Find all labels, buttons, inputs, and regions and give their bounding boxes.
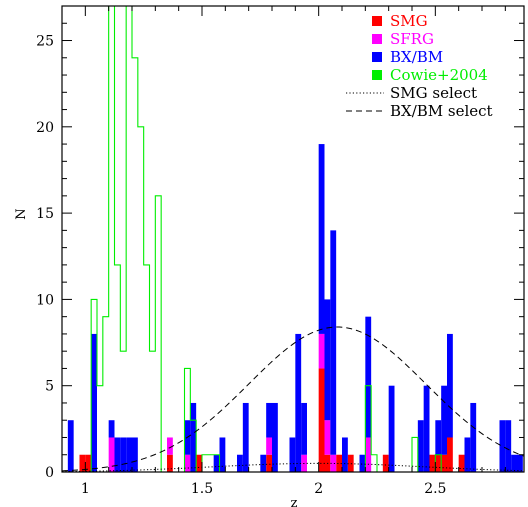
smg-select-curve <box>61 462 525 473</box>
bar-sfrg <box>108 437 115 472</box>
bar-bx-bm <box>417 420 424 472</box>
bar-sfrg <box>184 454 191 472</box>
bar-smg <box>85 454 92 472</box>
bar-bx-bm <box>295 333 302 472</box>
bar-bx-bm <box>423 385 430 472</box>
bar-bx-bm <box>511 454 517 472</box>
bar-bx-bm <box>190 402 197 472</box>
y-tick-label: 15 <box>36 206 54 222</box>
bar-bx-bm <box>464 437 471 472</box>
legend-label-bx-bm-select: BX/BM select <box>390 102 493 120</box>
bar-bx-bm <box>342 437 348 472</box>
y-tick-label: 20 <box>36 120 54 136</box>
bar-bx-bm <box>330 230 337 455</box>
bar-bx-bm <box>388 385 395 472</box>
bar-smg <box>167 454 173 472</box>
y-tick-label: 0 <box>45 465 54 481</box>
x-axis-title: z <box>291 496 298 507</box>
legend-label-bx-bm: BX/BM <box>390 48 443 66</box>
bar-smg <box>441 454 447 472</box>
bar-sfrg <box>365 437 372 472</box>
bar-bx-bm <box>213 454 220 472</box>
bar-bx-bm <box>470 402 477 472</box>
bar-smg <box>458 454 465 472</box>
plot-frame <box>61 5 525 473</box>
bar-bx-bm <box>505 420 512 472</box>
bar-bx-bm <box>126 437 132 472</box>
legend-swatch-smg <box>372 16 382 26</box>
axis-ticks <box>62 5 524 473</box>
legend-label-cowie-2004: Cowie+2004 <box>390 66 488 84</box>
bar-bx-bm <box>242 402 249 472</box>
x-tick-label: 1.5 <box>191 481 213 497</box>
bar-smg <box>447 437 453 472</box>
x-tick-label: 2 <box>314 481 323 497</box>
bar-bx-bm <box>108 420 115 438</box>
legend-label-sfrg: SFRG <box>390 30 434 48</box>
x-tick-label: 2.5 <box>424 481 446 497</box>
bar-bx-bm <box>517 454 523 472</box>
bxbm-select-curve <box>61 326 525 472</box>
bar-bx-bm <box>272 402 278 472</box>
bar-bx-bm <box>91 333 97 472</box>
bar-bx-bm <box>67 420 74 472</box>
y-tick-label: 25 <box>36 34 54 50</box>
bar-bx-bm <box>301 402 307 455</box>
bar-bx-bm <box>289 437 296 472</box>
bar-bx-bm <box>435 420 442 455</box>
bar-bx-bm <box>447 333 453 438</box>
bar-bx-bm <box>132 437 138 472</box>
legend-label-smg: SMG <box>390 12 428 30</box>
bar-smg <box>196 454 202 472</box>
selection-curves <box>61 326 525 473</box>
bar-smg <box>336 454 342 472</box>
bar-smg <box>318 368 325 472</box>
bar-smg <box>382 454 389 472</box>
bar-sfrg <box>324 420 331 455</box>
bar-smg <box>79 454 86 472</box>
bar-bx-bm <box>120 437 127 472</box>
bar-smg <box>435 454 442 472</box>
bar-bx-bm <box>324 299 331 421</box>
legend-swatch-cowie-2004 <box>372 70 382 80</box>
bar-bx-bm <box>266 402 272 438</box>
legend-label-smg-select: SMG select <box>390 84 477 102</box>
y-tick-label: 10 <box>36 292 54 308</box>
bar-bx-bm <box>318 144 325 334</box>
x-tick-label: 1 <box>81 481 90 497</box>
axis-tick-labels: 1 1.5 2 2.5 0 5 10 15 20 25 <box>36 34 446 497</box>
bar-smg <box>347 454 354 472</box>
bar-bx-bm <box>499 420 506 472</box>
legend-swatch-bx-bm <box>372 52 382 62</box>
histogram-bars <box>67 144 523 472</box>
bar-smg <box>266 454 272 472</box>
bar-sfrg <box>167 437 173 455</box>
y-tick-label: 5 <box>45 379 54 395</box>
legend-swatch-sfrg <box>372 34 382 44</box>
bar-bx-bm <box>260 454 267 472</box>
bar-sfrg <box>266 437 272 455</box>
bar-bx-bm <box>219 437 226 472</box>
y-axis-title: N <box>14 208 29 219</box>
bar-sfrg <box>318 333 325 369</box>
bar-bx-bm <box>441 385 447 455</box>
bar-bx-bm <box>237 454 243 472</box>
bar-sfrg <box>330 454 337 472</box>
bar-smg <box>429 454 436 472</box>
bar-bx-bm <box>359 454 366 472</box>
bar-bx-bm <box>114 437 121 472</box>
bar-bx-bm <box>365 316 372 438</box>
